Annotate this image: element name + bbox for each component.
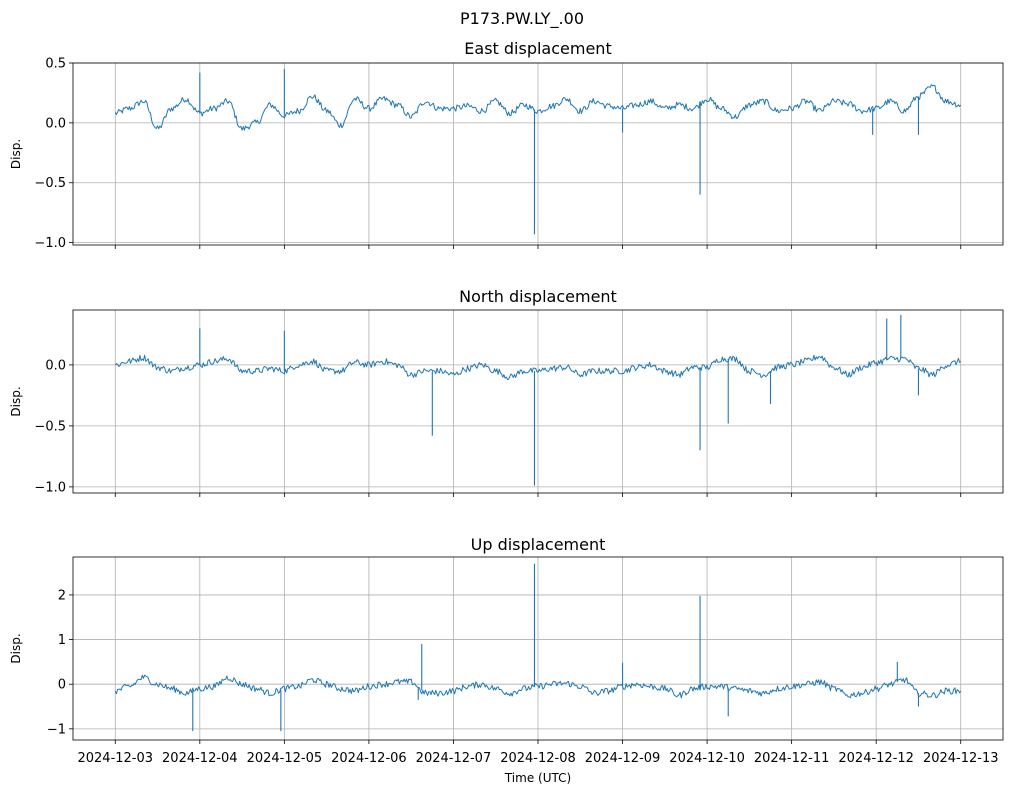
y-tick-label: 0	[58, 678, 66, 693]
x-tick-label: 2024-12-05	[247, 751, 323, 766]
series-line	[114, 84, 962, 131]
x-tick-label: 2024-12-03	[77, 751, 153, 766]
y-tick-label: −1.0	[34, 236, 66, 251]
y-axis-label: Disp.	[9, 633, 23, 663]
series-line	[114, 354, 962, 380]
panel-east: East displacement 0.5 0.0 −0.5 −1.0 Disp.	[9, 39, 1004, 251]
x-tick-label: 2024-12-11	[754, 751, 830, 766]
y-axis-label: Disp.	[9, 386, 23, 416]
series-line	[114, 674, 962, 699]
x-tick-label: 2024-12-06	[331, 751, 407, 766]
y-tick-label: 2	[58, 588, 66, 603]
x-tick-label: 2024-12-07	[416, 751, 492, 766]
figure-suptitle: P173.PW.LY_.00	[460, 9, 584, 29]
y-tick-label: −1	[47, 722, 66, 737]
y-tick-label: −0.5	[34, 176, 66, 191]
panel-title: Up displacement	[471, 535, 606, 554]
y-axis-label: Disp.	[9, 139, 23, 169]
x-tick-label: 2024-12-08	[500, 751, 576, 766]
x-tick-label: 2024-12-10	[669, 751, 745, 766]
y-tick-label: 0.5	[45, 57, 66, 72]
x-tick-label: 2024-12-04	[162, 751, 238, 766]
x-tick-label: 2024-12-09	[585, 751, 661, 766]
y-tick-label: 1	[58, 633, 66, 648]
y-tick-label: −0.5	[34, 419, 66, 434]
panel-title: East displacement	[464, 39, 611, 58]
y-tick-label: 0.0	[45, 358, 66, 373]
x-tick-label: 2024-12-12	[838, 751, 914, 766]
x-tick-label: 2024-12-13	[923, 751, 999, 766]
y-tick-label: 0.0	[45, 116, 66, 131]
y-tick-label: −1.0	[34, 480, 66, 495]
x-axis-label: Time (UTC)	[504, 771, 571, 785]
panel-title: North displacement	[459, 287, 617, 306]
panel-north: North displacement 0.0 −0.5 −1.0 Disp.	[9, 287, 1004, 497]
panel-up: Up displacement 2 1 0 −1 2024-12-03 2024-12-04…	[9, 535, 1004, 766]
